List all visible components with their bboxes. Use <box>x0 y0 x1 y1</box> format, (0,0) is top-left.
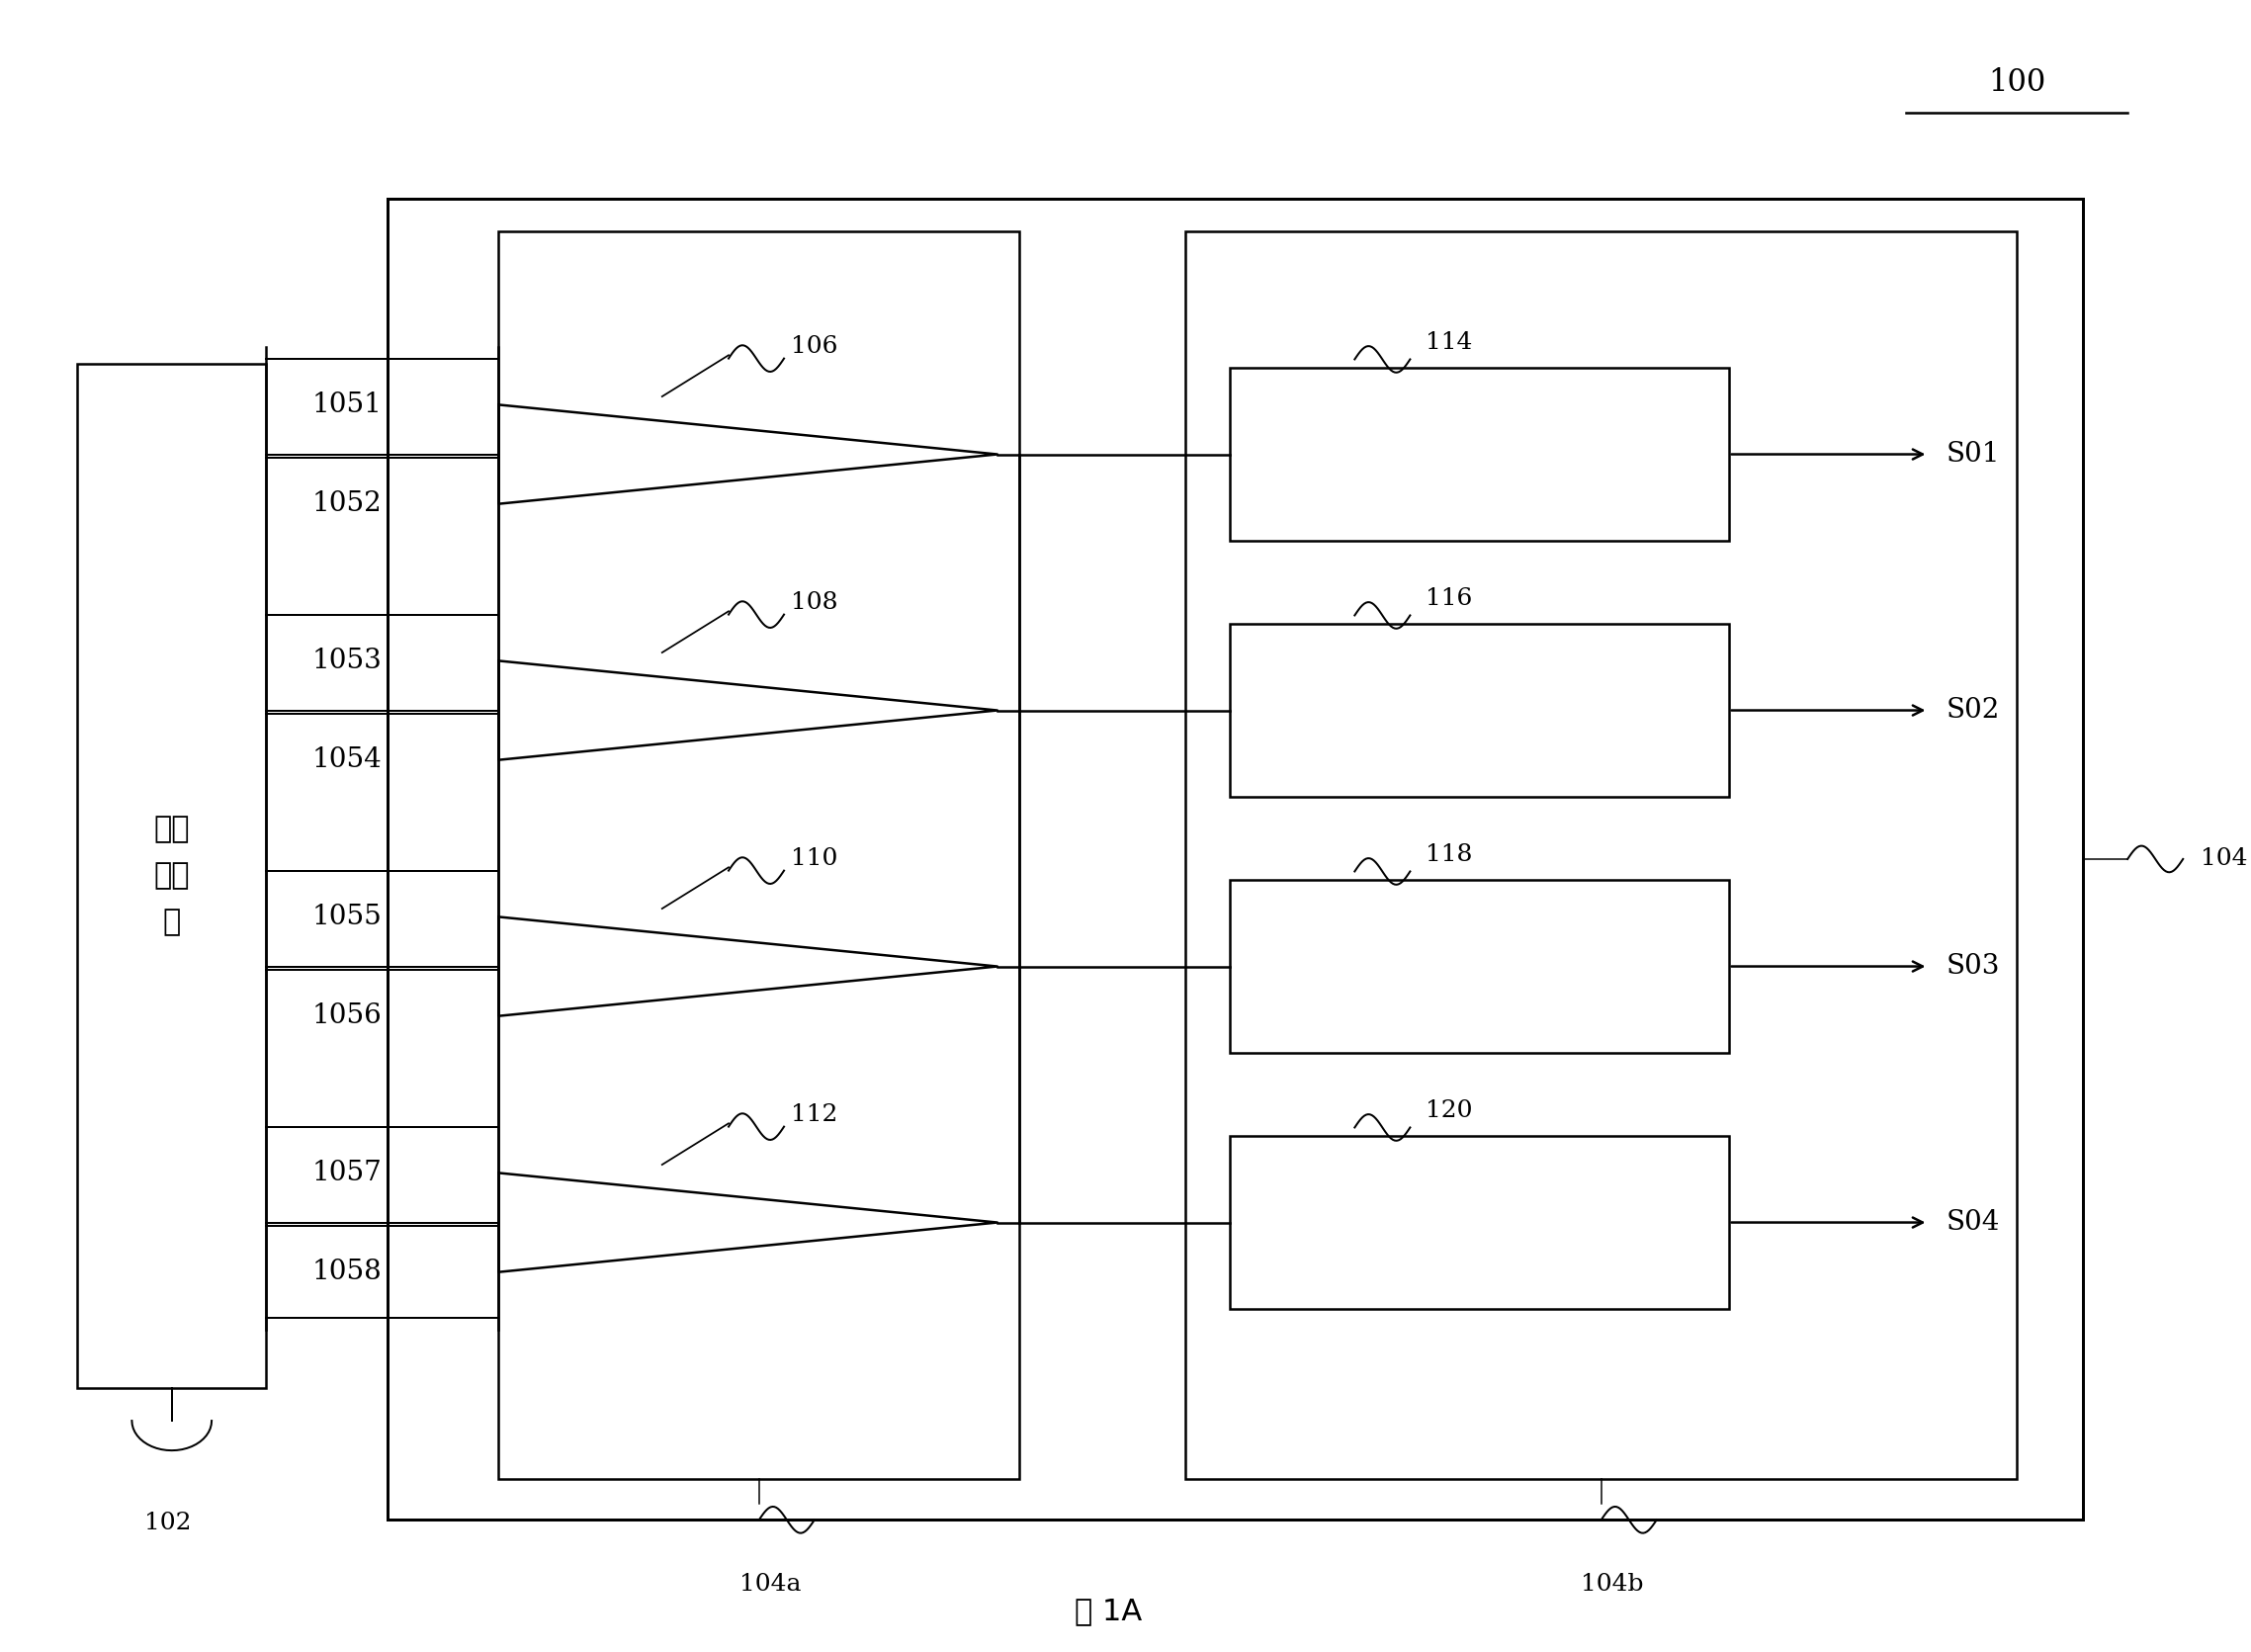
Text: 116: 116 <box>1425 588 1472 610</box>
Text: 118: 118 <box>1425 844 1472 866</box>
Text: 104b: 104b <box>1580 1573 1643 1596</box>
Bar <box>387 198 2082 1520</box>
Text: 108: 108 <box>790 591 837 615</box>
Text: 1056: 1056 <box>313 1003 383 1029</box>
Text: 104: 104 <box>2201 847 2249 871</box>
Bar <box>500 231 1020 1479</box>
Text: 图 1A: 图 1A <box>1074 1596 1141 1626</box>
Text: 112: 112 <box>790 1104 837 1127</box>
Text: S02: S02 <box>1945 697 1999 724</box>
Text: S03: S03 <box>1945 953 1999 980</box>
Bar <box>1229 1137 1729 1308</box>
Bar <box>1229 881 1729 1054</box>
Text: 1057: 1057 <box>313 1160 383 1186</box>
Text: 1054: 1054 <box>313 747 383 773</box>
Text: 1053: 1053 <box>313 648 383 674</box>
Bar <box>1186 231 2017 1479</box>
Text: 110: 110 <box>790 847 837 871</box>
Bar <box>77 363 266 1388</box>
Text: 104a: 104a <box>738 1573 801 1596</box>
Text: S01: S01 <box>1945 441 1999 468</box>
Bar <box>1229 624 1729 798</box>
Text: 114: 114 <box>1425 332 1472 354</box>
Text: 106: 106 <box>790 335 837 358</box>
Text: 100: 100 <box>1988 68 2046 97</box>
Text: 102: 102 <box>144 1512 191 1535</box>
Bar <box>1229 368 1729 542</box>
Text: 时序
控制
器: 时序 控制 器 <box>153 814 189 937</box>
Text: 1051: 1051 <box>313 392 383 418</box>
Text: 1055: 1055 <box>313 904 383 930</box>
Text: S04: S04 <box>1945 1209 1999 1236</box>
Text: 1052: 1052 <box>313 491 383 517</box>
Text: 1058: 1058 <box>313 1259 383 1285</box>
Text: 120: 120 <box>1425 1100 1472 1122</box>
